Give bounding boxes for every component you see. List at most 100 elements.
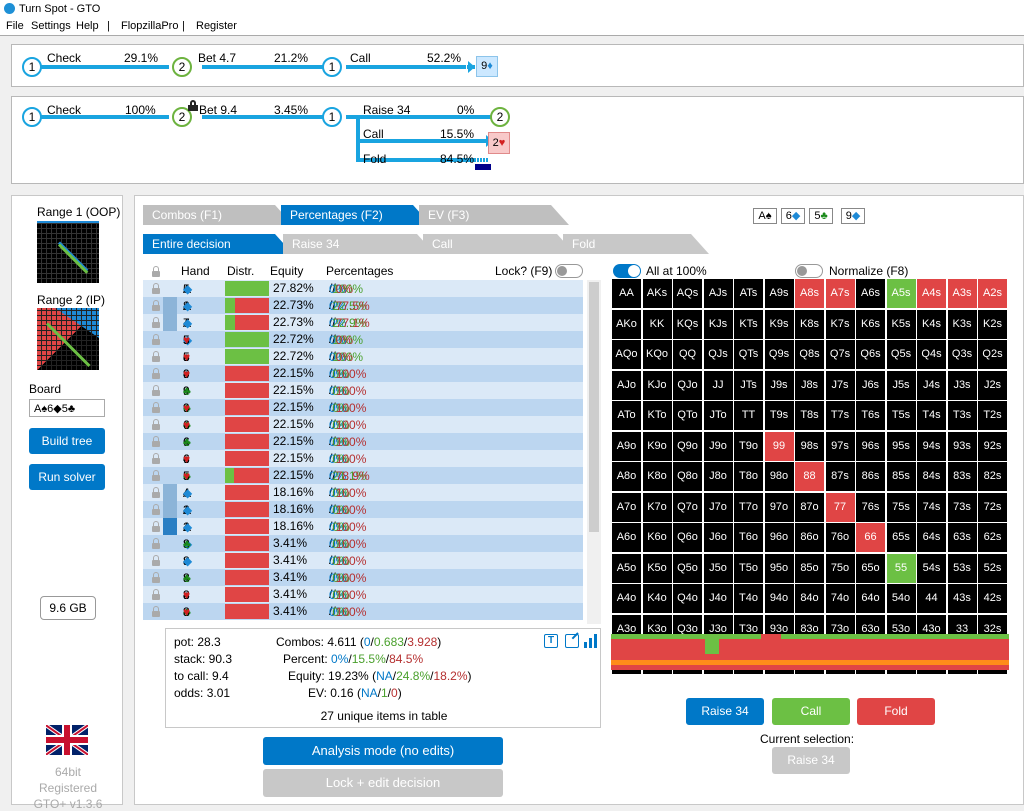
- matrix-cell[interactable]: Q7o: [673, 492, 702, 522]
- matrix-cell[interactable]: 42s: [978, 584, 1007, 613]
- table-row[interactable]: 9 ♠ 9 ♣ 22.15% 0%/0%/100%: [143, 382, 583, 399]
- lock-icon[interactable]: [152, 606, 160, 617]
- subtab-fold[interactable]: Fold: [563, 234, 709, 254]
- matrix-cell[interactable]: T6s: [856, 401, 885, 430]
- matrix-cell[interactable]: KTo: [642, 401, 672, 430]
- matrix-cell[interactable]: T6o: [734, 523, 763, 552]
- matrix-cell[interactable]: A4o: [612, 584, 641, 613]
- matrix-cell[interactable]: QJs: [703, 340, 733, 369]
- lock-icon[interactable]: [152, 317, 160, 328]
- matrix-cell[interactable]: A9s: [764, 279, 794, 308]
- run-solver-button[interactable]: Run solver: [29, 464, 105, 490]
- matrix-cell[interactable]: Q4o: [673, 584, 702, 613]
- lock-icon[interactable]: [152, 555, 160, 566]
- table-row[interactable]: A ♠ 8 ◆ 22.73% 0%/22.5%/77.5%: [143, 297, 583, 314]
- table-row[interactable]: A ◆ 5 ◆ 27.82% 0%/100%/0%: [143, 280, 583, 297]
- node-oop[interactable]: 1: [22, 107, 42, 127]
- normalize-toggle[interactable]: [795, 264, 823, 278]
- text-export-icon[interactable]: T: [544, 634, 558, 648]
- matrix-cell[interactable]: T4o: [734, 584, 763, 613]
- matrix-cell[interactable]: 95o: [764, 553, 794, 583]
- matrix-cell[interactable]: 64o: [856, 584, 885, 613]
- matrix-cell[interactable]: A9o: [612, 431, 641, 461]
- lock-icon[interactable]: [152, 402, 160, 413]
- lock-icon[interactable]: [152, 521, 160, 532]
- matrix-cell[interactable]: QTo: [673, 401, 702, 430]
- matrix-cell[interactable]: J6o: [703, 523, 733, 552]
- matrix-cell[interactable]: J8o: [703, 462, 733, 491]
- matrix-cell[interactable]: Q5s: [886, 340, 916, 369]
- matrix-cell[interactable]: 87o: [795, 492, 824, 522]
- table-row[interactable]: 8 ♣ 8 ♥ 3.41% 0%/0%/100%: [143, 603, 583, 620]
- matrix-cell[interactable]: 44: [917, 584, 946, 613]
- lock-icon[interactable]: [152, 589, 160, 600]
- matrix-cell[interactable]: ATs: [734, 279, 763, 308]
- matrix-cell[interactable]: JJ: [703, 370, 733, 400]
- current-selection-button[interactable]: Raise 34: [772, 747, 850, 774]
- matrix-cell[interactable]: J3s: [947, 370, 977, 400]
- matrix-cell[interactable]: AKs: [642, 279, 672, 308]
- matrix-cell[interactable]: Q3s: [947, 340, 977, 369]
- matrix-cell[interactable]: J8s: [795, 370, 824, 400]
- matrix-cell[interactable]: 86s: [856, 462, 885, 491]
- all-at-100-toggle[interactable]: [613, 264, 641, 278]
- matrix-cell[interactable]: 75s: [886, 492, 916, 522]
- lock-icon[interactable]: [152, 300, 160, 311]
- matrix-cell[interactable]: 76s: [856, 492, 885, 522]
- external-link-icon[interactable]: [565, 632, 579, 648]
- matrix-cell[interactable]: J9s: [764, 370, 794, 400]
- matrix-cell[interactable]: KQs: [673, 309, 702, 339]
- node-ip[interactable]: 2: [172, 107, 192, 127]
- matrix-cell[interactable]: AQo: [612, 340, 641, 369]
- matrix-cell[interactable]: T5o: [734, 553, 763, 583]
- matrix-cell[interactable]: K5o: [642, 553, 672, 583]
- matrix-cell[interactable]: T9s: [764, 401, 794, 430]
- matrix-cell[interactable]: 86o: [795, 523, 824, 552]
- action-label[interactable]: Call: [350, 51, 371, 65]
- matrix-cell[interactable]: 76o: [825, 523, 855, 552]
- subtab-entire-decision[interactable]: Entire decision: [143, 234, 293, 254]
- menu-file[interactable]: File: [6, 20, 24, 32]
- table-row[interactable]: 9 ♣ 9 ♥ 22.15% 0%/0%/100%: [143, 399, 583, 416]
- matrix-cell[interactable]: KTs: [734, 309, 763, 339]
- matrix-cell[interactable]: T3s: [947, 401, 977, 430]
- matrix-cell[interactable]: Q5o: [673, 553, 702, 583]
- matrix-cell[interactable]: 97o: [764, 492, 794, 522]
- matrix-cell[interactable]: J4s: [917, 370, 946, 400]
- table-row[interactable]: 5 ♣ 5 ♥ 22.15% 0%/21.1%/78.9%: [143, 467, 583, 484]
- node-ip[interactable]: 2: [490, 107, 510, 127]
- lock-icon[interactable]: [152, 283, 160, 294]
- matrix-cell[interactable]: J5o: [703, 553, 733, 583]
- range1-thumbnail[interactable]: [37, 221, 99, 283]
- matrix-cell[interactable]: 65o: [856, 553, 885, 583]
- matrix-cell[interactable]: T7s: [825, 401, 855, 430]
- matrix-cell[interactable]: 73s: [947, 492, 977, 522]
- matrix-cell[interactable]: A6o: [612, 523, 641, 552]
- subtab-raise[interactable]: Raise 34: [283, 234, 435, 254]
- table-row[interactable]: 9 ♠ 9 ♥ 22.15% 0%/0%/100%: [143, 365, 583, 382]
- matrix-cell[interactable]: 88: [795, 462, 824, 491]
- board-input[interactable]: A♠6◆5♣: [29, 399, 105, 417]
- matrix-cell[interactable]: 83s: [947, 462, 977, 491]
- matrix-cell[interactable]: K8o: [642, 462, 672, 491]
- matrix-cell[interactable]: A5s: [886, 279, 916, 308]
- lock-icon[interactable]: [152, 334, 160, 345]
- river-card[interactable]: 2♥: [488, 132, 510, 154]
- matrix-cell[interactable]: Q7s: [825, 340, 855, 369]
- bar-chart-icon[interactable]: [584, 634, 600, 648]
- matrix-cell[interactable]: 74s: [917, 492, 946, 522]
- matrix-cell[interactable]: Q9o: [673, 431, 702, 461]
- matrix-cell[interactable]: Q8o: [673, 462, 702, 491]
- matrix-cell[interactable]: 85s: [886, 462, 916, 491]
- table-row[interactable]: 6 ♣ 6 ♥ 22.15% 0%/0%/100%: [143, 416, 583, 433]
- action-label[interactable]: Bet 4.7: [198, 51, 237, 65]
- matrix-cell[interactable]: K7s: [825, 309, 855, 339]
- matrix-cell[interactable]: 94o: [764, 584, 794, 613]
- matrix-cell[interactable]: A7o: [612, 492, 641, 522]
- table-scrollbar[interactable]: [587, 280, 601, 624]
- matrix-cell[interactable]: K7o: [642, 492, 672, 522]
- matrix-cell[interactable]: K8s: [795, 309, 824, 339]
- lock-icon[interactable]: [152, 385, 160, 396]
- lock-icon[interactable]: [152, 368, 160, 379]
- matrix-cell[interactable]: 96s: [856, 431, 885, 461]
